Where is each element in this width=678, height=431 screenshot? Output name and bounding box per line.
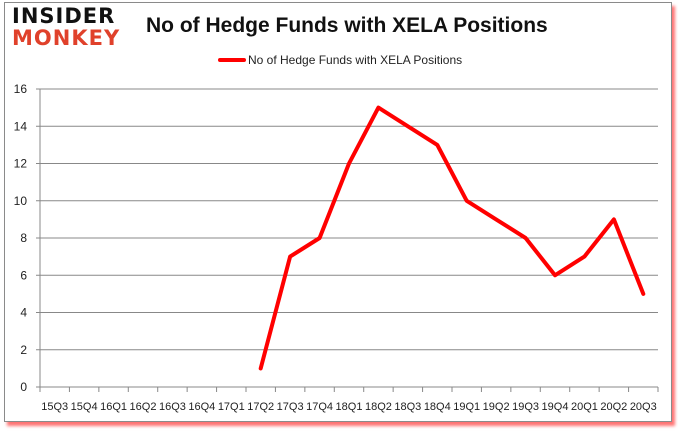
x-tick-label: 15Q4 <box>71 401 98 413</box>
legend-label: No of Hedge Funds with XELA Positions <box>248 53 463 67</box>
x-tick-label: 16Q4 <box>188 401 215 413</box>
series-line <box>258 105 646 371</box>
chart-frame <box>4 2 672 422</box>
x-tick-label: 20Q1 <box>571 401 598 413</box>
legend-line-swatch-icon <box>218 58 246 62</box>
y-tick-label: 8 <box>20 231 27 245</box>
x-tick-label: 15Q3 <box>41 401 68 413</box>
x-tick-label: 19Q2 <box>483 401 510 413</box>
y-tick-label: 10 <box>14 194 28 208</box>
y-tick-label: 2 <box>20 343 27 357</box>
x-tick-label: 17Q4 <box>306 401 333 413</box>
logo-text-insider: INSIDER <box>12 4 116 28</box>
x-tick-label: 20Q3 <box>630 401 657 413</box>
y-tick-label: 14 <box>14 119 28 133</box>
y-tick-label: 12 <box>14 157 28 171</box>
y-tick-label: 0 <box>20 380 27 394</box>
y-tick-label: 6 <box>20 268 27 282</box>
x-tick-label: 16Q2 <box>130 401 157 413</box>
x-tick-label: 20Q2 <box>600 401 627 413</box>
y-tick-label: 4 <box>20 306 27 320</box>
x-tick-label: 19Q4 <box>542 401 569 413</box>
x-tick-label: 18Q1 <box>336 401 363 413</box>
x-tick-label: 17Q3 <box>277 401 304 413</box>
gridlines <box>40 88 658 351</box>
y-axis-ticks: 0 2 4 6 8 10 12 14 16 <box>14 82 40 394</box>
x-tick-label: 16Q1 <box>100 401 127 413</box>
x-tick-label: 19Q1 <box>453 401 480 413</box>
chart-legend: No of Hedge Funds with XELA Positions <box>218 53 462 67</box>
insider-monkey-logo: INSIDER MONKEY <box>12 6 127 49</box>
x-axis-ticks: 15Q3 15Q4 16Q1 16Q2 16Q3 16Q4 17Q1 17Q2 17Q3 17Q4… <box>39 387 659 413</box>
x-tick-label: 18Q3 <box>394 401 421 413</box>
chart-title: No of Hedge Funds with XELA Positions <box>146 14 548 37</box>
x-tick-label: 19Q3 <box>512 401 539 413</box>
x-tick-label: 17Q2 <box>247 401 274 413</box>
x-tick-label: 18Q4 <box>424 401 451 413</box>
x-tick-label: 17Q1 <box>218 401 245 413</box>
x-tick-label: 16Q3 <box>159 401 186 413</box>
x-tick-label: 18Q2 <box>365 401 392 413</box>
logo-text-monkey: MONKEY <box>12 26 121 50</box>
y-tick-label: 16 <box>14 82 28 96</box>
